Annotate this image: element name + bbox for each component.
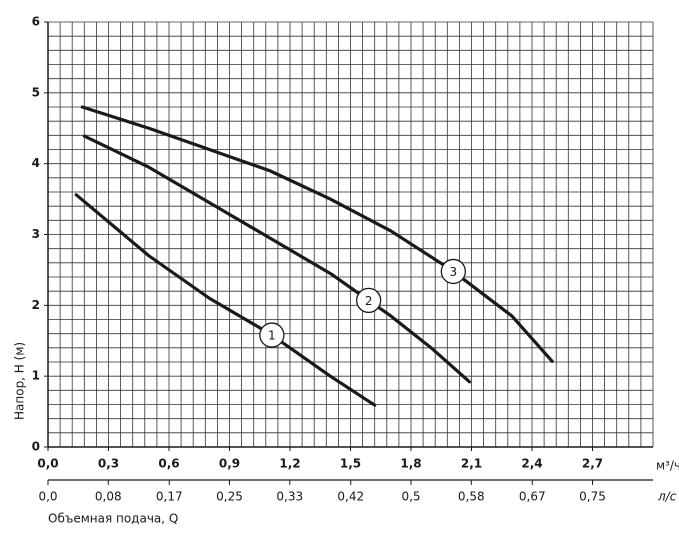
y-tick-label: 0 xyxy=(32,440,40,454)
x-tick-label: 1,8 xyxy=(400,457,421,471)
x2-tick-label: 0,08 xyxy=(95,490,122,504)
x-axis-label: Объемная подача, Q xyxy=(48,512,178,526)
x-tick-label: 0,6 xyxy=(158,457,179,471)
x2-tick-label: 0,42 xyxy=(337,490,364,504)
x-tick-label: 0,0 xyxy=(37,457,58,471)
curve-label-circle xyxy=(355,287,382,314)
curve-label-circle xyxy=(259,322,285,348)
y-tick-label: 2 xyxy=(32,298,40,312)
curve-label-circle xyxy=(440,258,467,285)
x-unit: м³/ч xyxy=(656,459,679,473)
x2-tick-label: 0,75 xyxy=(579,490,606,504)
x-tick-label: 2,7 xyxy=(582,457,603,471)
y-axis-label: Напор, H (м) xyxy=(13,342,27,420)
x2-tick-label: 0,33 xyxy=(276,490,303,504)
x2-tick-label: 0,0 xyxy=(38,490,57,504)
curve xyxy=(82,134,472,384)
x-tick-label: 1,5 xyxy=(340,457,361,471)
curve-label: 2 xyxy=(365,294,373,308)
x2-tick-label: 0,67 xyxy=(519,490,546,504)
y-tick-label: 6 xyxy=(32,15,40,29)
x-tick-label: 2,1 xyxy=(461,457,482,471)
x2-tick-label: 0,25 xyxy=(216,490,243,504)
x-tick-label: 0,9 xyxy=(219,457,240,471)
x2-tick-label: 0,17 xyxy=(156,490,183,504)
x-tick-label: 1,2 xyxy=(279,457,300,471)
x2-tick-label: 0,5 xyxy=(401,490,420,504)
x2-unit: л/с xyxy=(657,490,677,504)
x-tick-label: 0,3 xyxy=(98,457,119,471)
curve xyxy=(80,105,554,363)
curve-label: 1 xyxy=(268,329,276,343)
y-tick-label: 4 xyxy=(32,156,40,170)
y-tick-label: 1 xyxy=(32,369,40,383)
curve xyxy=(74,193,377,407)
x-tick-label: 2,4 xyxy=(521,457,542,471)
curve-label: 3 xyxy=(450,265,458,279)
y-tick-label: 5 xyxy=(32,85,40,99)
y-tick-label: 3 xyxy=(32,227,40,241)
x2-tick-label: 0,58 xyxy=(458,490,485,504)
